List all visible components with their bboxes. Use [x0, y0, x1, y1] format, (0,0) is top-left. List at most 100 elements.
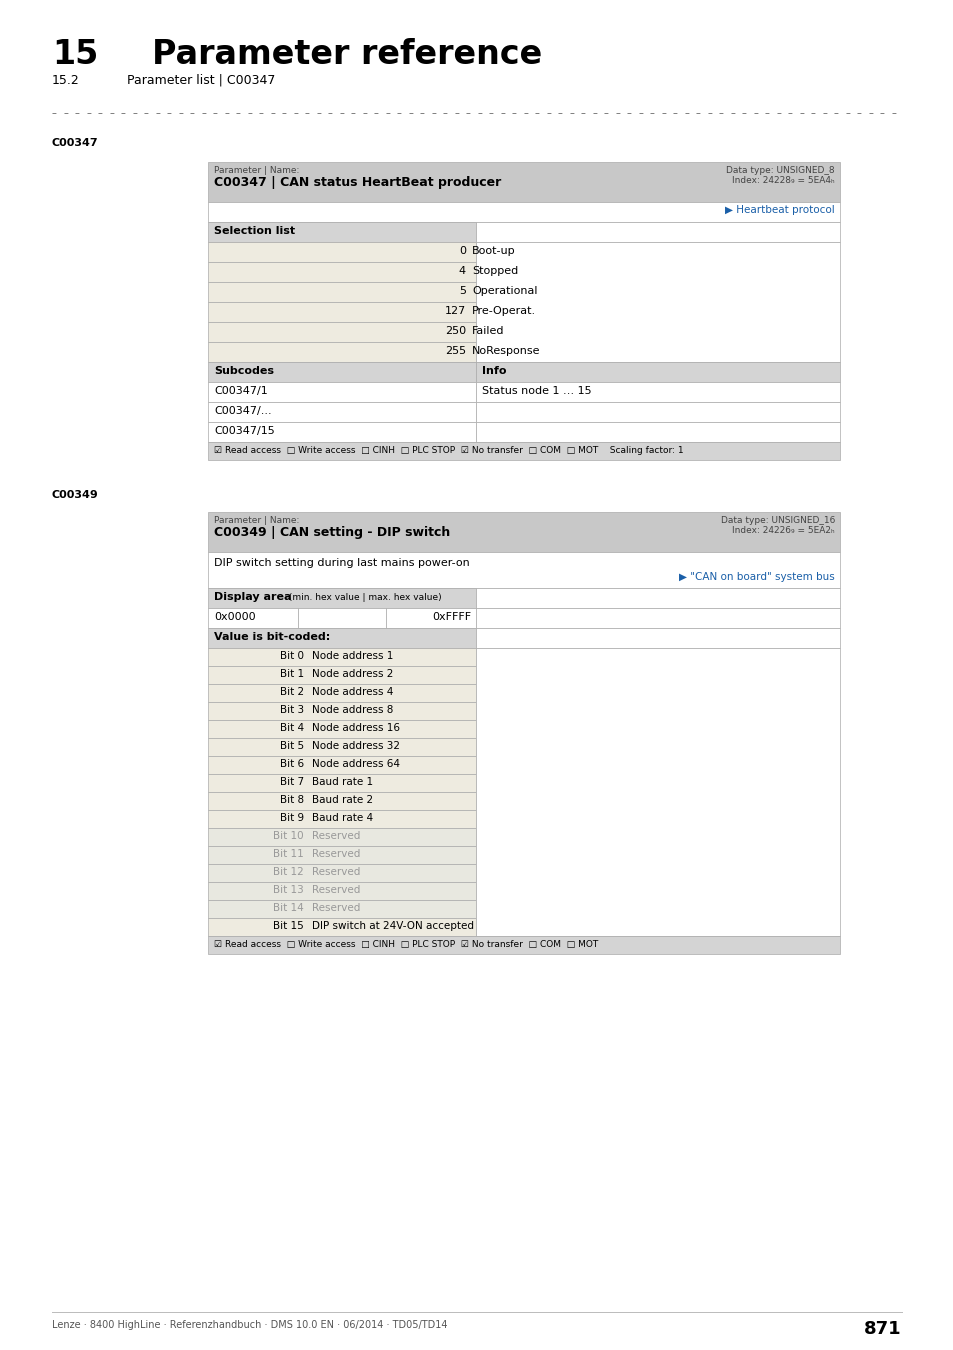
Text: –: –	[879, 108, 884, 117]
Bar	[208, 936, 840, 954]
Bar	[208, 512, 840, 552]
Text: 5: 5	[458, 286, 465, 296]
Text: ☑ Read access  □ Write access  □ CINH  □ PLC STOP  ☑ No transfer  □ COM  □ MOT: ☑ Read access □ Write access □ CINH □ PL…	[213, 940, 598, 949]
Text: Parameter list | C00347: Parameter list | C00347	[127, 74, 275, 86]
Text: –: –	[867, 108, 872, 117]
Text: –: –	[535, 108, 539, 117]
Text: C00349 | CAN setting - DIP switch: C00349 | CAN setting - DIP switch	[213, 526, 450, 539]
Text: –: –	[144, 108, 149, 117]
Text: Subcodes: Subcodes	[213, 366, 274, 377]
Bar	[476, 423, 840, 441]
Text: Node address 64: Node address 64	[312, 759, 399, 769]
Text: Status node 1 … 15: Status node 1 … 15	[481, 386, 591, 396]
Bar	[208, 756, 476, 774]
Text: Node address 4: Node address 4	[312, 687, 393, 697]
Text: C00347 | CAN status HeartBeat producer: C00347 | CAN status HeartBeat producer	[213, 176, 500, 189]
Text: Node address 8: Node address 8	[312, 705, 393, 716]
Text: Lenze · 8400 HighLine · Referenzhandbuch · DMS 10.0 EN · 06/2014 · TD05/TD14: Lenze · 8400 HighLine · Referenzhandbuch…	[52, 1320, 447, 1330]
Text: –: –	[305, 108, 310, 117]
Text: Baud rate 1: Baud rate 1	[312, 778, 373, 787]
Text: –: –	[258, 108, 264, 117]
Bar	[208, 282, 476, 302]
Text: DIP switch setting during last mains power-on: DIP switch setting during last mains pow…	[213, 558, 469, 568]
Text: C00347: C00347	[52, 138, 98, 148]
Text: Node address 1: Node address 1	[312, 651, 393, 661]
Text: Display area: Display area	[213, 593, 292, 602]
Text: Node address 16: Node address 16	[312, 724, 399, 733]
Text: –: –	[626, 108, 631, 117]
Text: –: –	[396, 108, 401, 117]
Text: –: –	[374, 108, 378, 117]
Bar	[476, 402, 840, 423]
Bar	[476, 648, 840, 936]
Text: Index: 24228₉ = 5EA4ₕ: Index: 24228₉ = 5EA4ₕ	[732, 176, 834, 185]
Bar	[208, 648, 476, 666]
Bar	[208, 162, 840, 202]
Text: 255: 255	[444, 346, 465, 356]
Text: –: –	[213, 108, 217, 117]
Text: –: –	[224, 108, 229, 117]
Text: Index: 24226₉ = 5EA2ₕ: Index: 24226₉ = 5EA2ₕ	[732, 526, 834, 535]
Bar	[208, 882, 476, 900]
Bar	[208, 342, 476, 362]
Text: 4: 4	[458, 266, 465, 275]
Bar	[208, 684, 476, 702]
Text: Bit 10: Bit 10	[274, 832, 304, 841]
Text: –: –	[155, 108, 160, 117]
Text: Value is bit-coded:: Value is bit-coded:	[213, 632, 330, 643]
Text: –: –	[821, 108, 826, 117]
Text: Bit 13: Bit 13	[273, 886, 304, 895]
Bar	[208, 552, 840, 589]
Text: –: –	[558, 108, 562, 117]
Text: C00347/...: C00347/...	[213, 406, 272, 416]
Text: –: –	[810, 108, 815, 117]
Text: Bit 9: Bit 9	[279, 813, 304, 823]
Text: Selection list: Selection list	[213, 225, 294, 236]
Text: Bit 11: Bit 11	[273, 849, 304, 859]
Text: –: –	[190, 108, 194, 117]
Text: Reserved: Reserved	[312, 867, 360, 878]
Text: –: –	[741, 108, 746, 117]
Text: Node address 2: Node address 2	[312, 670, 393, 679]
Text: –: –	[385, 108, 390, 117]
Text: Bit 5: Bit 5	[279, 741, 304, 751]
Text: Bit 14: Bit 14	[273, 903, 304, 913]
Bar	[476, 589, 840, 608]
Text: Parameter reference: Parameter reference	[152, 38, 541, 72]
Bar	[208, 918, 476, 936]
Text: –: –	[98, 108, 103, 117]
Text: –: –	[328, 108, 333, 117]
Text: Reserved: Reserved	[312, 903, 360, 913]
Text: ☑ Read access  □ Write access  □ CINH  □ PLC STOP  ☑ No transfer  □ COM  □ MOT  : ☑ Read access □ Write access □ CINH □ PL…	[213, 446, 683, 455]
Text: Pre-Operat.: Pre-Operat.	[472, 306, 536, 316]
Text: –: –	[442, 108, 447, 117]
Text: –: –	[684, 108, 689, 117]
Bar	[297, 608, 386, 628]
Text: –: –	[362, 108, 367, 117]
Bar	[476, 242, 840, 362]
Text: Baud rate 4: Baud rate 4	[312, 813, 373, 823]
Text: –: –	[465, 108, 471, 117]
Text: C00349: C00349	[52, 490, 99, 500]
Text: –: –	[890, 108, 896, 117]
Text: –: –	[132, 108, 137, 117]
Bar	[208, 423, 476, 441]
Text: ▶ Heartbeat protocol: ▶ Heartbeat protocol	[724, 205, 834, 215]
Text: –: –	[833, 108, 838, 117]
Text: –: –	[294, 108, 298, 117]
Bar	[476, 362, 840, 382]
Text: 871: 871	[863, 1320, 901, 1338]
Text: –: –	[282, 108, 287, 117]
Text: Bit 0: Bit 0	[280, 651, 304, 661]
Text: –: –	[776, 108, 781, 117]
Bar	[208, 402, 476, 423]
Text: Bit 1: Bit 1	[279, 670, 304, 679]
Bar	[208, 589, 476, 608]
Bar	[208, 262, 476, 282]
Text: –: –	[649, 108, 654, 117]
Bar	[208, 323, 476, 342]
Text: Info: Info	[481, 366, 506, 377]
Text: –: –	[844, 108, 849, 117]
Text: Parameter | Name:: Parameter | Name:	[213, 166, 299, 176]
Text: –: –	[638, 108, 642, 117]
